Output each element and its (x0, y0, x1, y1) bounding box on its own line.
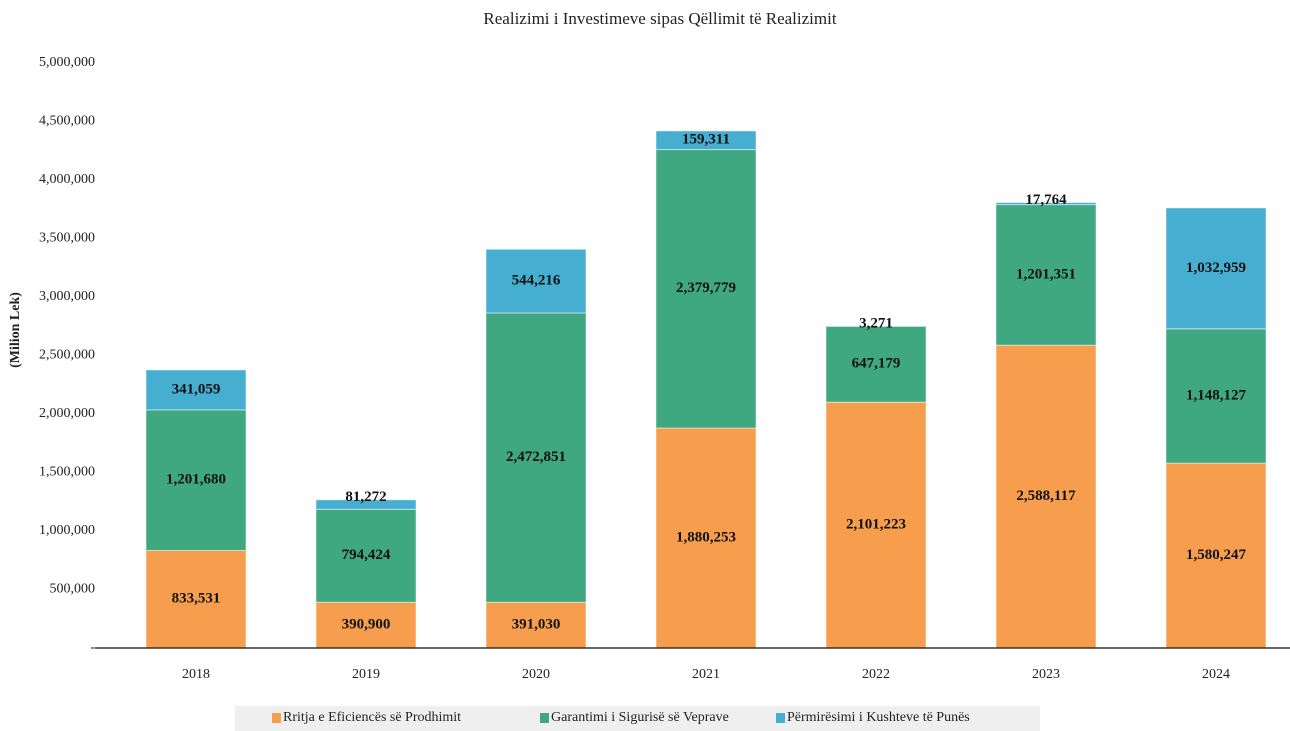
bar-segment (315, 499, 417, 510)
data-label: 81,272 (345, 489, 386, 505)
bar-segment (485, 312, 587, 603)
bar-segment (1165, 462, 1267, 649)
data-label: 2,379,779 (676, 280, 736, 296)
bar-segment (315, 508, 417, 603)
data-label: 1,580,247 (1186, 547, 1247, 563)
y-tick-label: 500,000 (50, 582, 96, 597)
x-tick-label: 2019 (352, 667, 380, 682)
data-label: 341,059 (172, 381, 221, 397)
data-label: 1,032,959 (1186, 260, 1246, 276)
data-label: 833,531 (172, 591, 221, 607)
bar-segment (995, 344, 1097, 649)
bar-segment (1165, 328, 1267, 464)
legend-label: Rritja e Eficiencës së Prodhimit (283, 710, 461, 725)
legend-marker (776, 713, 785, 723)
bar-segment (655, 427, 757, 649)
legend-background (235, 706, 1040, 731)
x-tick-label: 2020 (522, 667, 550, 682)
y-tick-label: - (90, 640, 95, 655)
data-label: 2,101,223 (846, 517, 906, 533)
bar-segment (485, 248, 587, 314)
data-label: 1,201,351 (1016, 266, 1076, 282)
data-label: 1,201,680 (166, 472, 226, 488)
x-tick-label: 2022 (862, 667, 890, 682)
data-label: 544,216 (512, 273, 561, 289)
y-tick-label: 2,000,000 (39, 406, 95, 421)
x-tick-label: 2018 (182, 667, 210, 682)
legend-marker (272, 713, 281, 723)
data-label: 159,311 (682, 132, 730, 148)
legend-label: Garantimi i Sigurisë së Veprave (551, 710, 729, 725)
y-tick-label: 5,000,000 (39, 55, 95, 70)
x-tick-label: 2021 (692, 667, 720, 682)
bar-segment (145, 369, 247, 411)
data-label: 2,472,851 (506, 449, 566, 465)
bar-segment (1165, 207, 1267, 330)
y-tick-label: 2,500,000 (39, 348, 95, 363)
data-label: 391,030 (512, 617, 561, 633)
data-label: 1,148,127 (1186, 387, 1247, 403)
bar-segment (655, 149, 757, 429)
data-label: 390,900 (342, 617, 391, 633)
legend-label: Përmirësimi i Kushteve të Punës (787, 710, 970, 725)
bar-segment (995, 204, 1097, 346)
bar-segment (145, 549, 247, 649)
legend-marker (540, 713, 549, 723)
data-label: 647,179 (852, 356, 901, 372)
data-label: 17,764 (1025, 192, 1067, 208)
y-tick-label: 4,000,000 (39, 172, 95, 187)
bar-segment (825, 325, 927, 403)
y-axis-label: (Milion Lek) (8, 292, 23, 368)
chart-title: Realizimi i Investimeve sipas Qëllimit t… (483, 9, 836, 28)
y-tick-label: 1,000,000 (39, 523, 95, 538)
data-label: 2,588,117 (1016, 488, 1076, 504)
data-label: 1,880,253 (676, 529, 736, 545)
bar-segment (995, 202, 1097, 206)
bar-segment (825, 401, 927, 649)
x-tick-label: 2024 (1202, 667, 1230, 682)
bar-segment (655, 130, 757, 151)
data-label: 794,424 (342, 547, 391, 563)
y-tick-label: 1,500,000 (39, 465, 95, 480)
y-tick-label: 4,500,000 (39, 114, 95, 129)
y-tick-label: 3,000,000 (39, 289, 95, 304)
y-tick-label: 3,500,000 (39, 231, 95, 246)
data-label: 3,271 (859, 315, 893, 331)
x-tick-label: 2023 (1032, 667, 1060, 682)
